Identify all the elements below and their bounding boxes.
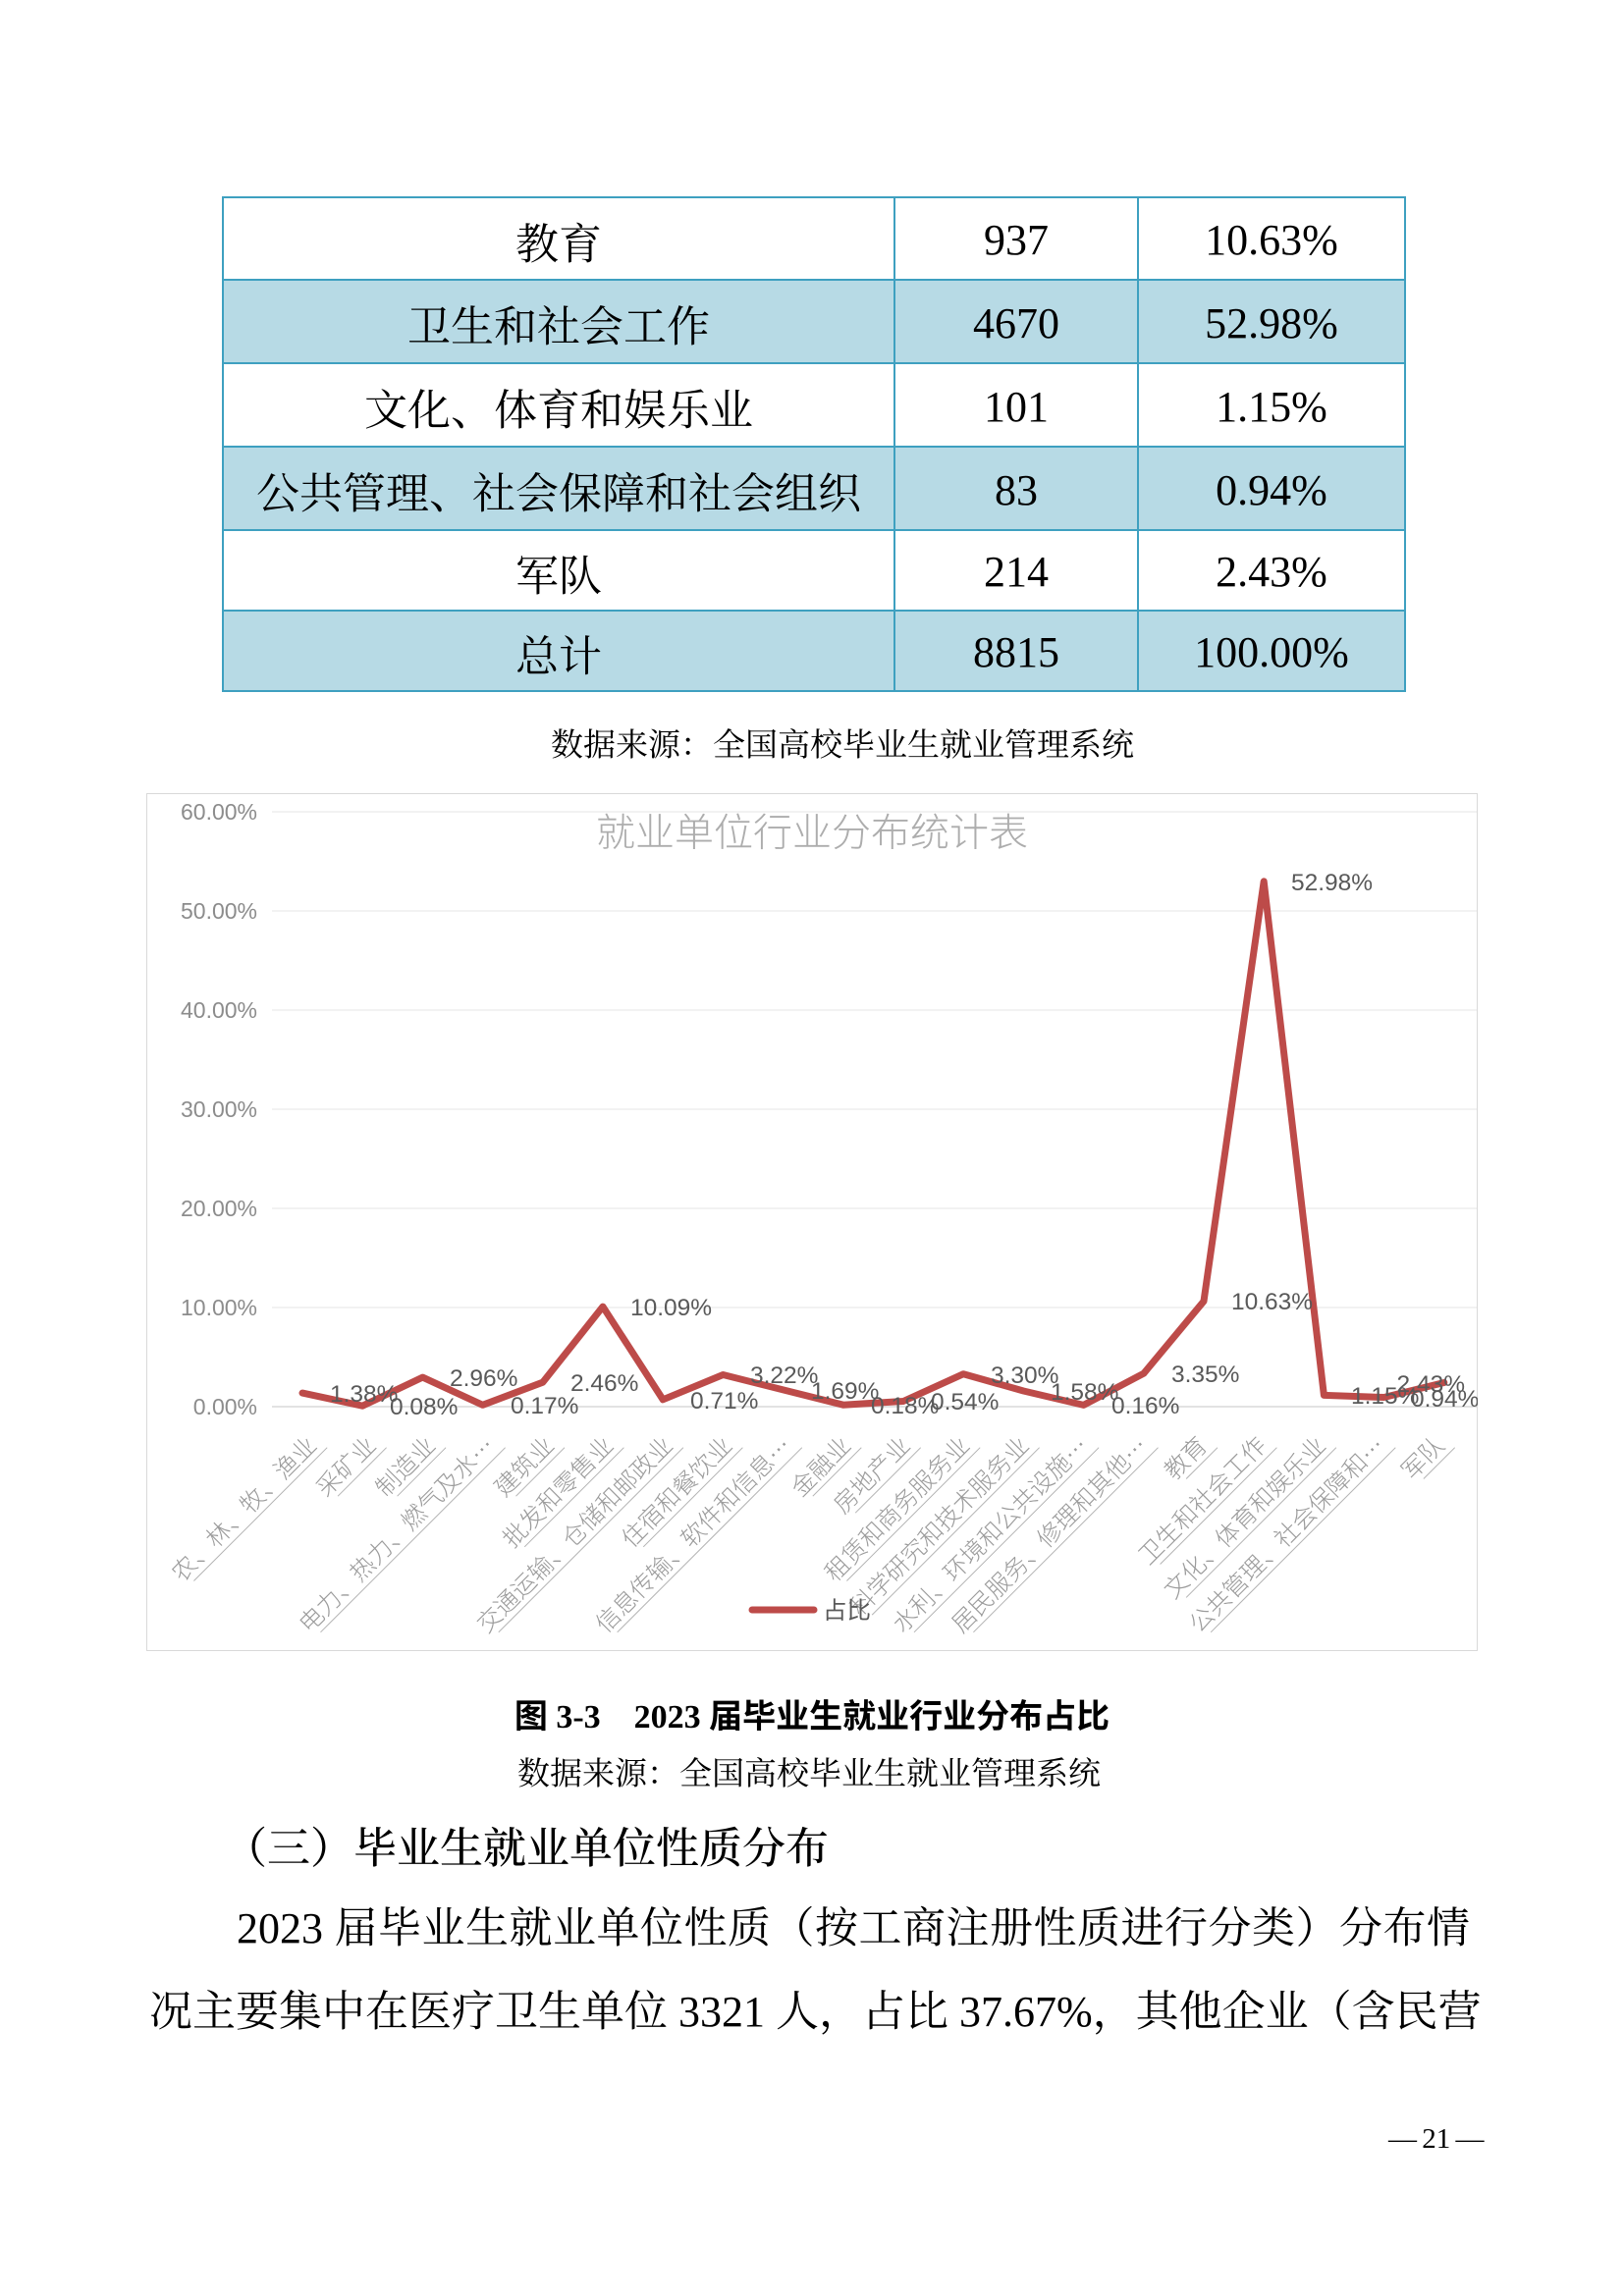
svg-text:0.18%: 0.18% <box>871 1393 939 1419</box>
svg-text:0.71%: 0.71% <box>690 1388 758 1415</box>
svg-text:2.96%: 2.96% <box>450 1365 517 1392</box>
svg-text:1.15%: 1.15% <box>1351 1383 1419 1410</box>
svg-text:1.69%: 1.69% <box>811 1378 879 1405</box>
svg-text:1.58%: 1.58% <box>1051 1379 1118 1406</box>
svg-text:0.17%: 0.17% <box>511 1393 578 1419</box>
svg-text:60.00%: 60.00% <box>181 799 257 825</box>
svg-text:2.46%: 2.46% <box>570 1370 638 1397</box>
svg-text:3.22%: 3.22% <box>750 1362 818 1389</box>
svg-text:1.38%: 1.38% <box>330 1381 398 1408</box>
svg-text:0.00%: 0.00% <box>193 1394 257 1419</box>
svg-text:50.00%: 50.00% <box>181 898 257 924</box>
svg-text:就业单位行业分布统计表: 就业单位行业分布统计表 <box>596 812 1028 855</box>
svg-text:10.09%: 10.09% <box>630 1295 712 1321</box>
svg-text:30.00%: 30.00% <box>181 1096 257 1122</box>
svg-text:0.16%: 0.16% <box>1111 1393 1179 1419</box>
svg-text:0.08%: 0.08% <box>390 1394 458 1420</box>
svg-text:40.00%: 40.00% <box>181 997 257 1023</box>
svg-text:0.54%: 0.54% <box>931 1389 999 1415</box>
svg-text:10.63%: 10.63% <box>1231 1289 1313 1315</box>
svg-text:0.94%: 0.94% <box>1411 1386 1478 1413</box>
svg-text:2.43%: 2.43% <box>1397 1371 1465 1398</box>
svg-text:3.30%: 3.30% <box>991 1362 1058 1389</box>
svg-text:20.00%: 20.00% <box>181 1196 257 1221</box>
svg-text:10.00%: 10.00% <box>181 1295 257 1320</box>
svg-text:占比: 占比 <box>823 1598 871 1625</box>
svg-text:3.35%: 3.35% <box>1171 1362 1239 1388</box>
svg-text:52.98%: 52.98% <box>1291 870 1373 896</box>
